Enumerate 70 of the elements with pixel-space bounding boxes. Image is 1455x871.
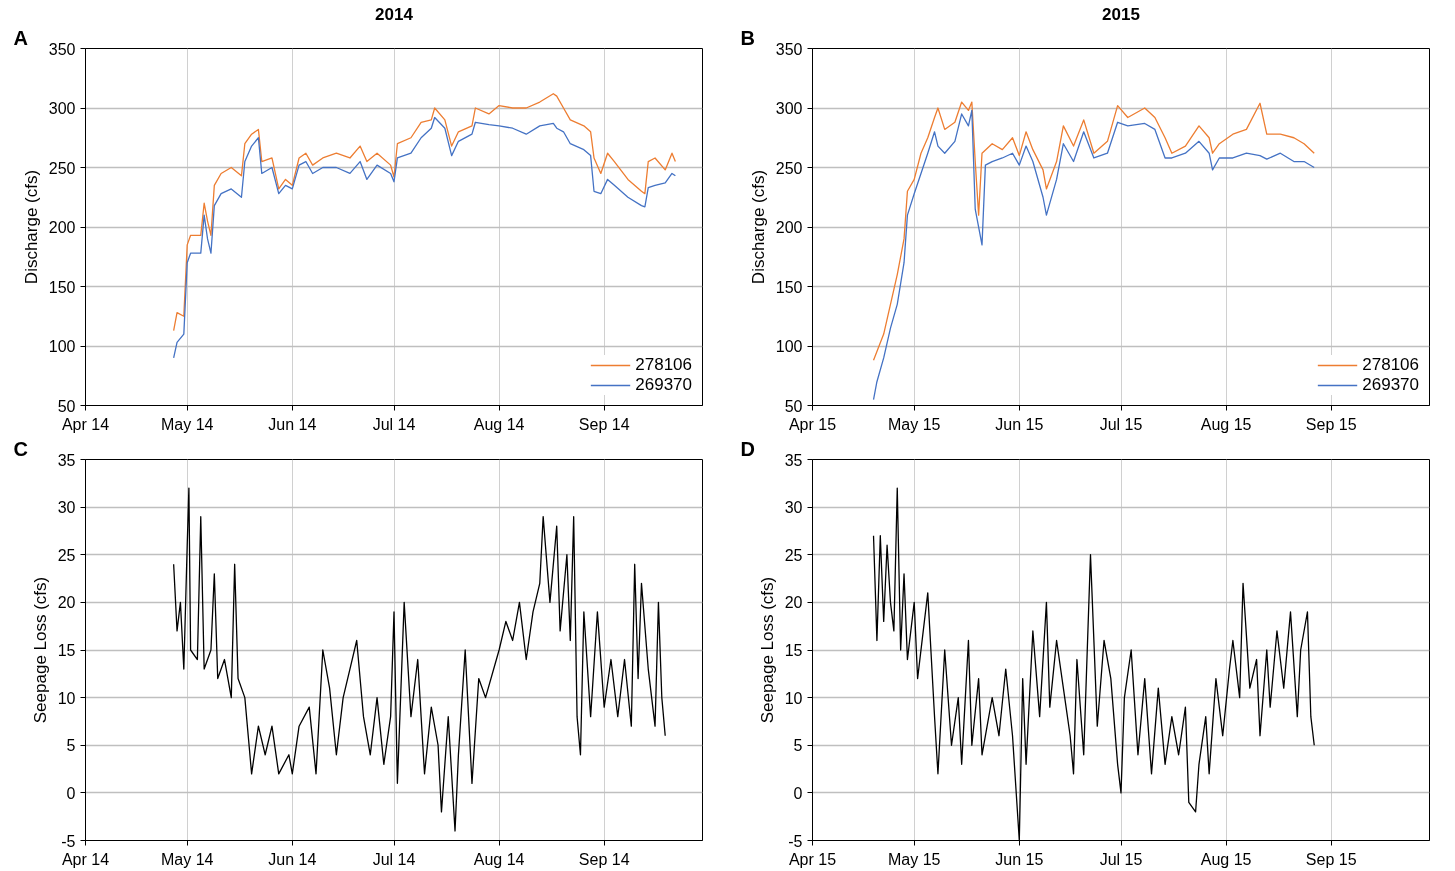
y-tick-label: 5 [793,737,803,755]
legend-label: 278106 [635,355,692,375]
y-tick-label: 10 [57,689,76,707]
y-tick-label: 150 [48,278,76,296]
x-tick-label: Apr 14 [61,415,110,433]
y-tick-label: -5 [788,832,803,850]
legend-label: 269370 [1362,375,1419,395]
x-tick-label: Jul 14 [372,415,416,433]
x-tick-label: Sep 14 [578,850,630,868]
chart-title: 2015 [1102,4,1140,24]
legend-label: 269370 [635,375,692,395]
x-tick-label: Jun 14 [268,850,317,868]
y-tick-label: 15 [57,642,76,659]
x-tick-label: Jun 14 [268,415,317,433]
x-tick-label: Jul 15 [1099,850,1143,868]
x-tick-label: Jun 15 [995,415,1044,433]
y-tick-label: 150 [775,278,803,296]
x-tick-label: Aug 15 [1200,850,1252,868]
y-axis-title: Seepage Loss (cfs) [30,576,50,724]
y-tick-label: -5 [61,832,76,850]
y-tick-label: 50 [57,397,76,415]
x-tick-label: Apr 15 [788,415,837,433]
y-tick-label: 250 [48,159,76,177]
text: D [740,437,755,460]
y-tick-label: 0 [793,784,803,802]
x-tick-label: Aug 14 [473,850,525,868]
x-tick-label: Sep 15 [1305,850,1357,868]
chart-title: 2014 [375,4,414,24]
x-tick-label: Sep 15 [1305,415,1357,433]
y-tick-label: 35 [784,451,803,469]
y-axis-title: Seepage Loss (cfs) [757,576,777,724]
legend-label: 278106 [1362,355,1419,375]
y-tick-label: 200 [48,219,76,236]
y-tick-label: 5 [66,737,76,755]
y-tick-label: 20 [57,594,76,612]
x-tick-label: Sep 14 [578,415,630,433]
x-tick-label: Jul 15 [1099,415,1143,433]
y-axis-title: Discharge (cfs) [748,169,768,285]
y-tick-label: 100 [775,338,803,355]
x-tick-label: May 14 [160,850,214,868]
text: B [740,26,755,49]
x-tick-label: Jul 14 [372,850,416,868]
text: A [13,26,28,49]
x-tick-label: Apr 14 [61,850,110,868]
y-tick-label: 15 [784,642,803,659]
y-tick-label: 300 [48,100,76,117]
y-tick-label: 25 [784,546,803,564]
x-tick-label: May 15 [887,415,941,433]
y-tick-label: 350 [775,40,803,58]
y-axis-title: Discharge (cfs) [21,169,41,285]
x-tick-label: Aug 15 [1200,415,1252,433]
y-tick-label: 50 [784,397,803,415]
y-tick-label: 350 [48,40,76,58]
y-tick-label: 300 [775,100,803,117]
y-tick-label: 30 [784,499,803,517]
x-tick-label: Apr 15 [788,850,837,868]
x-tick-label: May 15 [887,850,941,868]
y-tick-label: 0 [66,784,76,802]
text: C [13,437,28,460]
x-tick-label: Aug 14 [473,415,525,433]
y-tick-label: 30 [57,499,76,517]
x-tick-label: May 14 [160,415,214,433]
x-tick-label: Jun 15 [995,850,1044,868]
y-tick-label: 20 [784,594,803,612]
y-tick-label: 250 [775,159,803,177]
y-tick-label: 200 [775,219,803,236]
y-tick-label: 35 [57,451,76,469]
y-tick-label: 25 [57,546,76,564]
y-tick-label: 100 [48,338,76,355]
y-tick-label: 10 [784,689,803,707]
